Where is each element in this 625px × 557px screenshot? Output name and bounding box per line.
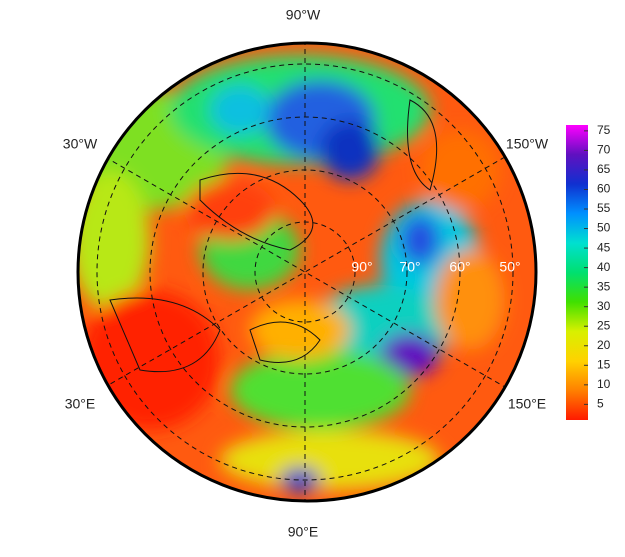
colorbar-tick-label: 55: [597, 201, 611, 215]
colorbar-tick-label: 25: [597, 318, 611, 332]
colorbar-tick-label: 70: [597, 143, 611, 157]
longitude-label: 90°E: [288, 524, 319, 540]
colorbar-tick-label: 15: [597, 357, 611, 371]
colorbar-tick-label: 30: [597, 299, 611, 313]
colorbar-tick-label: 65: [597, 162, 611, 176]
colorbar-tick-label: 75: [597, 123, 611, 137]
latitude-label: 70°: [399, 259, 420, 275]
colorbar-tick-label: 20: [597, 338, 611, 352]
coastlines: [109, 99, 438, 373]
longitude-label: 30°E: [65, 396, 96, 412]
longitude-label: 90°W: [286, 7, 321, 23]
colorbar-tick-label: 40: [597, 260, 611, 274]
latitude-label: 60°: [449, 259, 470, 275]
latitude-label: 90°: [351, 259, 372, 275]
colorbar-tick-label: 50: [597, 221, 611, 235]
colorbar-tick-label: 35: [597, 279, 611, 293]
latitude-label: 50°: [499, 259, 520, 275]
graticule: [96, 43, 514, 501]
longitude-label: 150°W: [506, 136, 549, 152]
colorbar-tick-label: 60: [597, 182, 611, 196]
longitude-label: 30°W: [63, 136, 98, 152]
map-border: [76, 41, 538, 503]
colorbar-tick-label: 5: [597, 397, 604, 411]
map-field: [78, 43, 536, 501]
colorbar-tick-label: 10: [597, 377, 611, 391]
longitude-label: 150°E: [508, 396, 546, 412]
colorbar-tick-label: 45: [597, 240, 611, 254]
colorbar: [566, 125, 588, 420]
